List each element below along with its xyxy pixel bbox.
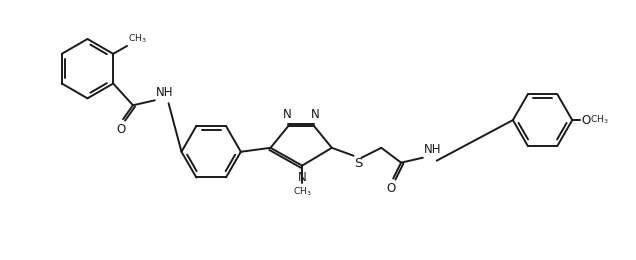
Text: N: N [298, 171, 307, 184]
Text: O: O [387, 183, 396, 196]
Text: S: S [355, 157, 363, 170]
Text: NH: NH [424, 143, 441, 156]
Text: N: N [283, 108, 292, 121]
Text: CH$_3$: CH$_3$ [128, 32, 147, 45]
Text: CH$_3$: CH$_3$ [590, 114, 609, 126]
Text: O: O [581, 114, 590, 127]
Text: O: O [116, 123, 126, 136]
Text: NH: NH [156, 86, 173, 99]
Text: N: N [310, 108, 319, 121]
Text: methyl: methyl [300, 186, 305, 188]
Text: CH$_3$: CH$_3$ [293, 185, 312, 198]
